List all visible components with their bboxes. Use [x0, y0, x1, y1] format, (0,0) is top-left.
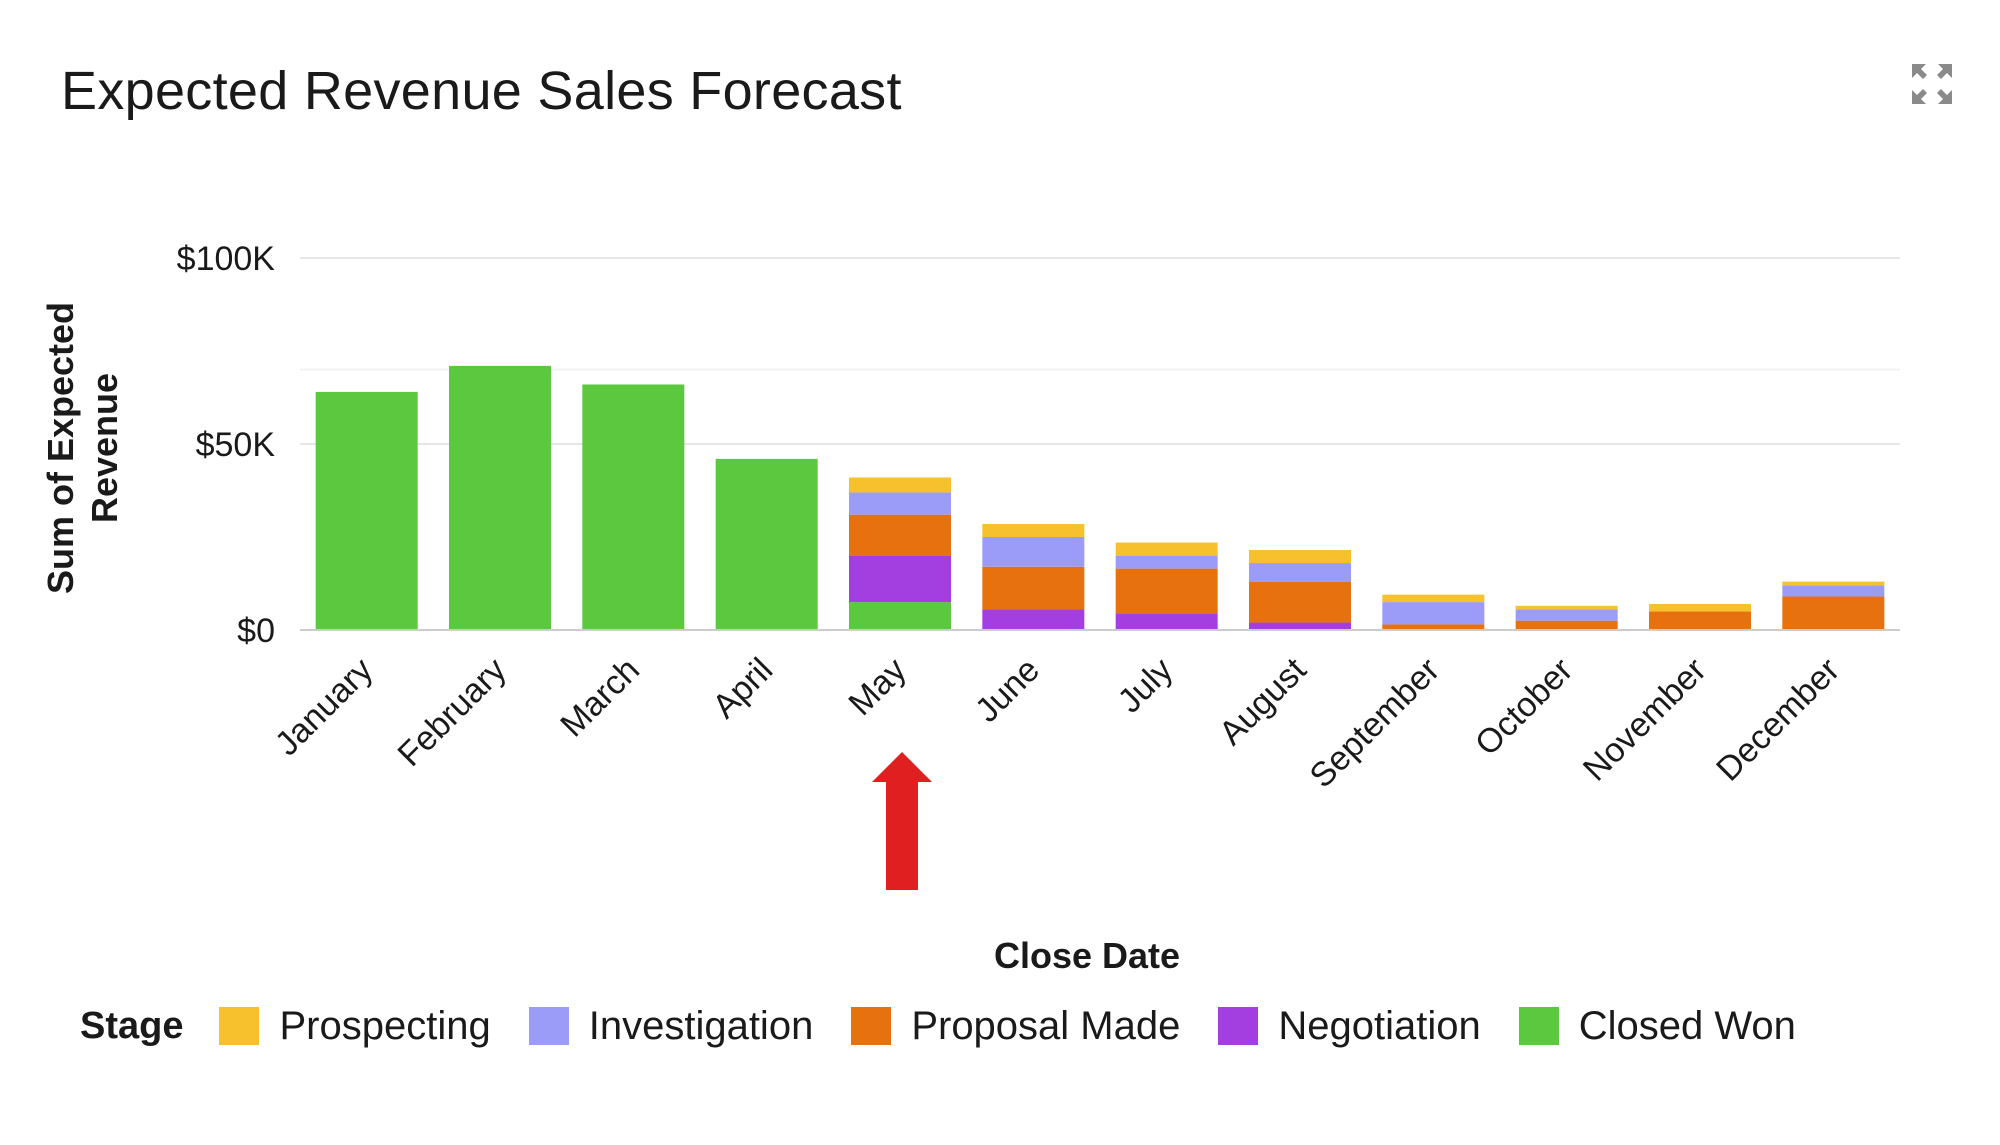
legend-label: Proposal Made: [911, 1003, 1181, 1048]
bar-proposal-made-december: [1782, 596, 1885, 630]
legend-swatch: [1218, 1007, 1259, 1045]
expand-icon[interactable]: [1908, 60, 1956, 108]
bar-closed-won-march: [582, 384, 685, 630]
bar-proposal-made-november: [1649, 611, 1751, 630]
legend-item-closed-won[interactable]: Closed Won: [1518, 1003, 1796, 1049]
bar-negotiation-august: [1249, 622, 1351, 630]
y-tick-label: $100K: [177, 240, 276, 278]
legend-label: Negotiation: [1278, 1003, 1481, 1048]
x-tick-label-december: December: [1709, 651, 1847, 789]
bar-prospecting-may: [849, 477, 951, 493]
chart-title: Expected Revenue Sales Forecast: [61, 61, 902, 121]
x-tick-label-february: February: [391, 651, 514, 774]
x-tick-label-may: May: [841, 651, 913, 723]
legend-item-investigation[interactable]: Investigation: [528, 1003, 814, 1049]
bar-proposal-made-july: [1115, 568, 1218, 614]
y-tick-label: $50K: [196, 426, 276, 464]
bar-investigation-june: [982, 537, 1085, 567]
bar-investigation-september: [1382, 602, 1485, 625]
bar-investigation-july: [1115, 555, 1218, 569]
x-tick-label-january: January: [268, 651, 380, 763]
bar-prospecting-december: [1782, 581, 1885, 586]
y-tick-label: $0: [237, 612, 275, 650]
legend-swatch: [851, 1007, 892, 1045]
legend-item-negotiation[interactable]: Negotiation: [1218, 1003, 1481, 1049]
bar-proposal-made-september: [1382, 624, 1485, 630]
bar-proposal-made-may: [849, 514, 951, 556]
bar-proposal-made-june: [982, 566, 1085, 610]
bar-investigation-august: [1249, 563, 1351, 582]
bar-proposal-made-august: [1249, 581, 1351, 623]
legend-label: Investigation: [588, 1003, 814, 1048]
x-tick-label-march: March: [553, 651, 647, 745]
bar-investigation-october: [1515, 609, 1618, 621]
legend-item-proposal-made[interactable]: Proposal Made: [851, 1004, 1180, 1049]
bar-prospecting-july: [1115, 542, 1218, 556]
legend-label: Closed Won: [1578, 1003, 1796, 1048]
bar-prospecting-october: [1515, 605, 1618, 610]
y-axis-title: Sum of ExpectedRevenue: [40, 302, 125, 594]
bar-closed-won-may: [849, 602, 951, 630]
x-tick-label-august: August: [1212, 650, 1314, 752]
x-tick-label-june: June: [968, 651, 1047, 730]
legend-title: Stage: [80, 1004, 184, 1047]
bar-negotiation-may: [849, 555, 951, 603]
bar-prospecting-september: [1382, 594, 1485, 603]
legend-swatch: [219, 1007, 260, 1045]
bar-negotiation-july: [1115, 613, 1218, 630]
bar-closed-won-april: [715, 458, 818, 630]
x-tick-label-november: November: [1576, 651, 1714, 789]
bar-closed-won-february: [449, 365, 551, 630]
bar-prospecting-august: [1249, 550, 1351, 564]
stacked-bar-chart: $0 $50K $100K January February March April May J…: [40, 240, 1900, 976]
legend-items: Prospecting Investigation Proposal Made Neg…: [219, 1004, 1833, 1049]
annotation-arrow: [872, 752, 932, 890]
bar-negotiation-june: [982, 609, 1085, 630]
legend-item-prospecting[interactable]: Prospecting: [219, 1003, 491, 1049]
legend-label: Prospecting: [279, 1003, 491, 1048]
legend: Stage Prospecting Investigation Proposal M…: [80, 1000, 1834, 1052]
legend-swatch: [528, 1007, 569, 1045]
x-axis-title: Close Date: [994, 935, 1180, 976]
bar-prospecting-november: [1649, 603, 1751, 612]
bar-investigation-december: [1782, 585, 1885, 597]
legend-swatch: [1518, 1007, 1559, 1045]
x-tick-label-september: September: [1303, 651, 1447, 795]
bar-closed-won-january: [315, 391, 418, 630]
bar-prospecting-june: [982, 523, 1085, 537]
bar-investigation-may: [849, 492, 951, 515]
x-tick-label-april: April: [705, 651, 780, 726]
bar-proposal-made-october: [1515, 620, 1618, 630]
x-tick-label-july: July: [1111, 651, 1181, 721]
x-tick-label-october: October: [1468, 651, 1580, 763]
